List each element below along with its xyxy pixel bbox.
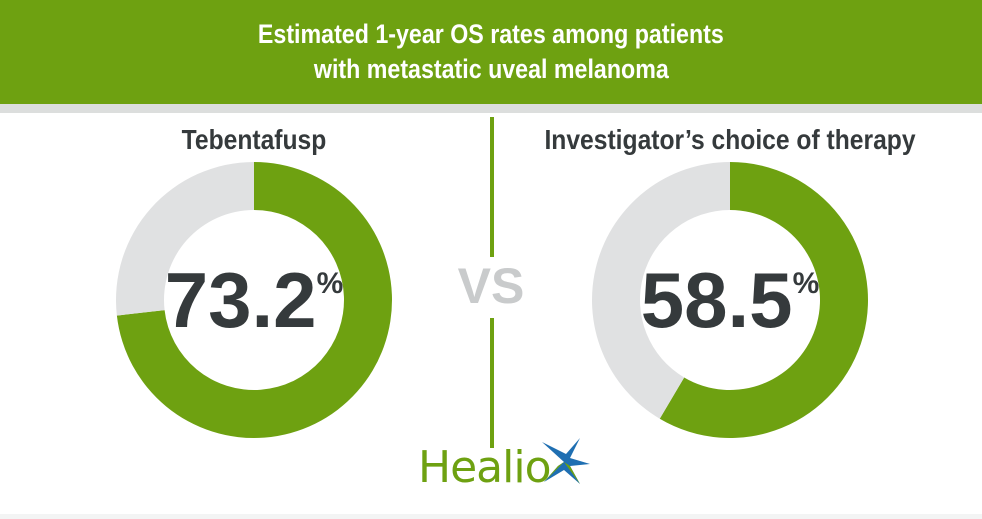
donut-investigator-choice: [592, 162, 868, 439]
vertical-divider-top: [490, 117, 494, 257]
value-label-tebentafusp: 73.2%: [165, 256, 344, 344]
percent-sign: %: [317, 267, 344, 300]
chart-title-tebentafusp: Tebentafusp: [181, 124, 327, 155]
value-number: 58.5: [641, 256, 793, 344]
value-number: 73.2: [165, 256, 317, 344]
star-burst-icon: [542, 438, 590, 484]
header-banner: Estimated 1-year OS rates among patients…: [0, 0, 982, 104]
vs-label: VS: [457, 258, 525, 314]
header-divider-band: [0, 104, 982, 113]
chart-title-investigator-choice: Investigator’s choice of therapy: [544, 124, 916, 155]
percent-sign: %: [793, 267, 820, 300]
vertical-divider-bottom: [490, 318, 494, 448]
donut-slice-remainder: [116, 162, 254, 316]
value-label-investigator-choice: 58.5%: [641, 256, 820, 344]
footer-strip: [0, 514, 982, 519]
header-title-line-2: with metastatic uveal melanoma: [313, 54, 669, 84]
donut-tebentafusp: [116, 162, 392, 438]
logo-text: Healio: [418, 442, 551, 493]
donut-slice-value: [116, 162, 392, 438]
header-title-line-1: Estimated 1-year OS rates among patients: [258, 19, 724, 49]
donut-slice-value: [659, 162, 868, 439]
donut-slice-remainder: [592, 162, 730, 419]
healio-logo: Healio: [418, 438, 598, 496]
